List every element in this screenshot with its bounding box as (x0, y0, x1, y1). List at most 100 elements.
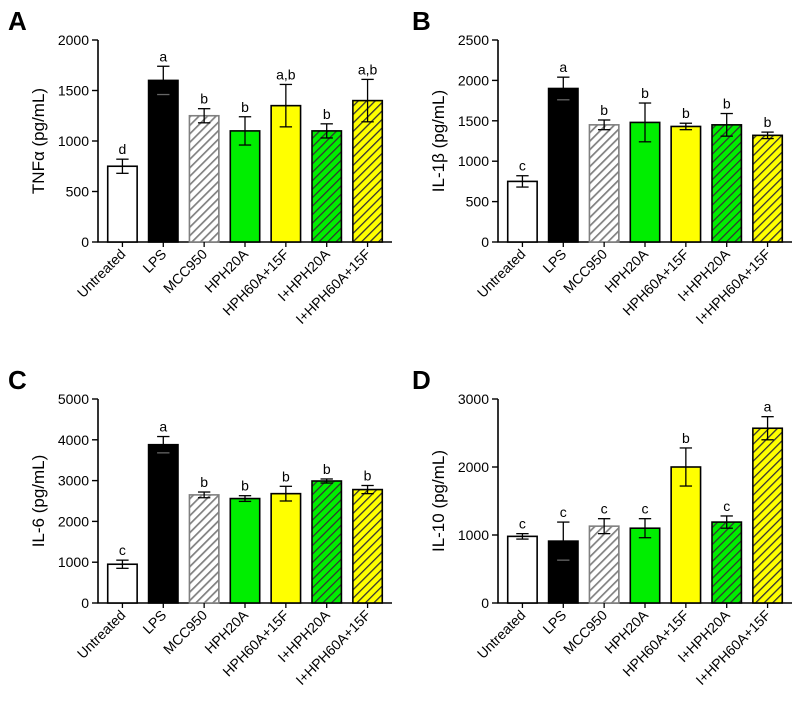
significance-letter: a (159, 48, 167, 64)
y-tick-label: 0 (81, 595, 89, 611)
significance-letter: b (200, 474, 208, 490)
category-label: Untreated (74, 246, 129, 301)
bar (188, 114, 220, 243)
bar (229, 130, 261, 243)
bar (311, 130, 343, 243)
significance-letter: a,b (276, 66, 296, 82)
y-tick-label: 500 (466, 194, 490, 210)
significance-letter: c (519, 516, 526, 532)
significance-letter: b (282, 468, 290, 484)
y-tick-label: 2000 (58, 513, 89, 529)
bar (352, 488, 384, 604)
y-tick-label: 1000 (458, 153, 489, 169)
bar (106, 563, 138, 604)
y-axis-label: IL-6 (pg/mL) (29, 455, 48, 548)
y-tick-label: 3000 (458, 391, 489, 407)
bar (588, 124, 620, 243)
significance-letter: a (159, 419, 167, 435)
significance-letter: b (723, 96, 731, 112)
significance-letter: b (682, 430, 690, 446)
panel-letter: C (8, 365, 27, 395)
category-label: Untreated (474, 607, 529, 662)
significance-letter: b (600, 102, 608, 118)
bar (711, 521, 743, 604)
bar (229, 497, 261, 604)
significance-letter: c (519, 158, 526, 174)
y-tick-label: 1000 (58, 554, 89, 570)
category-label: MCC950 (560, 246, 611, 297)
category-label: Untreated (474, 246, 529, 301)
significance-letter: b (241, 478, 249, 494)
bar (752, 427, 784, 604)
significance-letter: b (764, 114, 772, 130)
significance-letter: d (119, 141, 127, 157)
category-label: MCC950 (160, 246, 211, 297)
panel-c: C IL-6 (pg/mL) 0 1000 2000 3000 4000 5000 c Untre… (8, 365, 392, 688)
bar (752, 134, 784, 243)
panel-a: A TNFα (pg/mL) 0 500 1000 1500 2000 d Untreated a… (8, 6, 392, 327)
panel-letter: B (412, 6, 431, 36)
bar (106, 165, 138, 243)
y-tick-label: 1500 (58, 83, 89, 99)
significance-letter: b (682, 105, 690, 121)
bar (188, 494, 220, 604)
y-tick-label: 2000 (458, 72, 489, 88)
significance-letter: c (723, 498, 730, 514)
y-axis-label: IL-10 (pg/mL) (429, 450, 448, 552)
significance-letter: b (200, 91, 208, 107)
category-label: LPS (539, 246, 569, 276)
bar (311, 480, 343, 604)
category-label: I+HPH60A+15F (692, 246, 773, 327)
y-tick-label: 0 (481, 595, 489, 611)
significance-letter: b (364, 467, 372, 483)
category-label: I+HPH60A+15F (692, 607, 773, 688)
y-axis-label: TNFα (pg/mL) (29, 88, 48, 194)
panel-d: D IL-10 (pg/mL) 0 1000 2000 3000 c Untreated c LP… (412, 365, 792, 688)
category-label: LPS (139, 607, 169, 637)
bar (270, 492, 302, 604)
bar (147, 443, 179, 604)
significance-letter: a (559, 59, 567, 75)
y-tick-label: 1500 (458, 113, 489, 129)
category-label: MCC950 (560, 607, 611, 658)
bar (588, 525, 620, 604)
bar (711, 124, 743, 243)
y-tick-label: 2000 (458, 459, 489, 475)
bar (506, 180, 538, 243)
bar (670, 466, 702, 604)
y-tick-label: 4000 (58, 432, 89, 448)
bar (547, 87, 579, 243)
y-tick-label: 1000 (458, 527, 489, 543)
significance-letter: a,b (358, 61, 378, 77)
y-tick-label: 1000 (58, 133, 89, 149)
category-label: I+HPH60A+15F (292, 246, 373, 327)
bar (506, 535, 538, 604)
y-tick-label: 3000 (58, 473, 89, 489)
y-tick-label: 0 (481, 234, 489, 250)
panel-b: B IL-1β (pg/mL) 0 500 1000 1500 2000 2500 c Untre… (412, 6, 792, 327)
significance-letter: c (642, 501, 649, 517)
category-label: LPS (139, 246, 169, 276)
category-label: MCC950 (160, 607, 211, 658)
category-label: I+HPH60A+15F (292, 607, 373, 688)
category-label: LPS (539, 607, 569, 637)
significance-letter: c (119, 542, 126, 558)
significance-letter: b (241, 99, 249, 115)
panel-letter: A (8, 6, 27, 36)
significance-letter: b (323, 461, 331, 477)
bar (147, 79, 179, 243)
significance-letter: c (560, 504, 567, 520)
significance-letter: b (323, 106, 331, 122)
y-tick-label: 2500 (458, 32, 489, 48)
y-tick-label: 5000 (58, 391, 89, 407)
bar (670, 125, 702, 243)
bar (352, 99, 384, 243)
significance-letter: a (764, 399, 772, 415)
category-label: Untreated (74, 607, 129, 662)
bar (629, 527, 661, 604)
panel-letter: D (412, 365, 431, 395)
significance-letter: c (601, 501, 608, 517)
y-tick-label: 0 (81, 234, 89, 250)
y-axis-label: IL-1β (pg/mL) (429, 90, 448, 192)
